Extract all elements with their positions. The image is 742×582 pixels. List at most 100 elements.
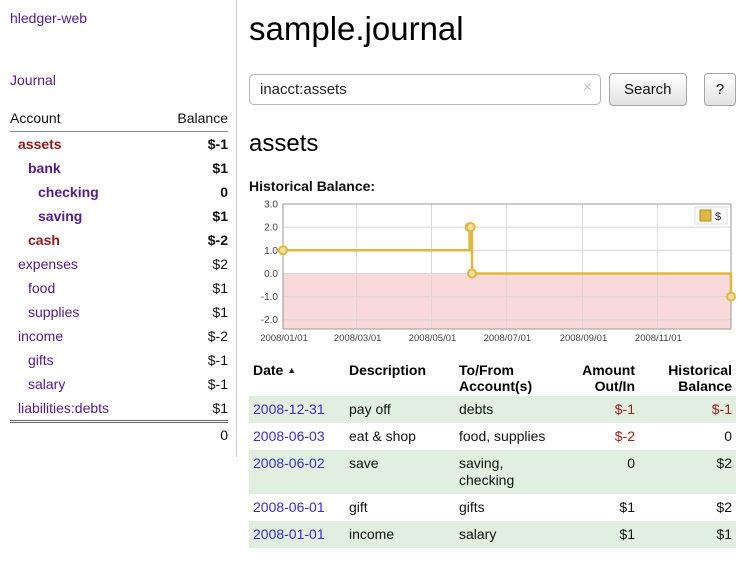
accounts-header-row: Account Balance: [10, 108, 228, 132]
transaction-accounts: saving, checking: [459, 455, 515, 488]
app-title-link[interactable]: hledger-web: [10, 10, 88, 26]
transaction-date-link[interactable]: 2008-06-01: [253, 499, 325, 515]
account-balance: $-1: [207, 376, 228, 392]
transaction-amount: $1: [619, 499, 635, 515]
svg-text:2008/11/01: 2008/11/01: [635, 333, 682, 344]
transaction-balance: $2: [716, 455, 732, 471]
svg-text:$: $: [715, 211, 721, 223]
transaction-amount: $-1: [614, 401, 635, 417]
transaction-description: gift: [349, 499, 368, 515]
svg-text:1.0: 1.0: [264, 246, 278, 257]
account-row: cash $-2: [10, 228, 228, 252]
account-link[interactable]: gifts: [28, 352, 54, 368]
account-link[interactable]: expenses: [18, 256, 78, 272]
register-header-row: Date ▲ Description To/From Account(s) Am…: [249, 360, 736, 396]
register-row: 2008-12-31 pay off debts $-1 $-1: [249, 396, 736, 423]
transaction-balance: $-1: [711, 401, 732, 417]
account-heading: assets: [249, 130, 319, 157]
account-name-cell: supplies: [10, 300, 154, 324]
register-table: Date ▲ Description To/From Account(s) Am…: [249, 360, 736, 548]
account-balance: $1: [212, 160, 228, 176]
transaction-date-link[interactable]: 2008-01-01: [253, 526, 325, 542]
transaction-balance: 0: [724, 428, 732, 444]
register-row: 2008-01-01 income salary $1 $1: [249, 521, 736, 548]
account-link[interactable]: saving: [38, 208, 83, 224]
page-title: sample.journal: [249, 10, 464, 47]
account-name-cell: saving: [10, 204, 154, 228]
transaction-accounts: food, supplies: [459, 428, 546, 444]
accounts-table: Account Balance assets $-1 bank $1 checking 0…: [10, 108, 228, 447]
sort-ascending-icon: ▲: [287, 365, 297, 375]
svg-text:0.0: 0.0: [264, 269, 278, 280]
account-balance: $-2: [207, 328, 228, 344]
account-link[interactable]: supplies: [28, 304, 80, 320]
svg-text:2008/07/01: 2008/07/01: [484, 333, 532, 344]
account-name-cell: income: [10, 324, 154, 348]
register-row: 2008-06-03 eat & shop food, supplies $-2 0: [249, 423, 736, 450]
transaction-date-cell: 2008-06-03: [249, 423, 345, 450]
sidebar: hledger-web Journal Account Balance asse…: [0, 0, 237, 457]
account-balance: $2: [212, 256, 228, 272]
account-balance: $-1: [207, 136, 228, 152]
search-button[interactable]: Search: [609, 73, 687, 106]
transaction-date-link[interactable]: 2008-06-03: [253, 428, 325, 444]
account-row: saving $1: [10, 204, 228, 228]
account-link[interactable]: assets: [18, 136, 62, 152]
account-link[interactable]: cash: [28, 232, 60, 248]
svg-text:-1.0: -1.0: [261, 292, 279, 303]
accounts-header-balance: Balance: [154, 108, 228, 132]
register-header-date-label: Date: [253, 362, 284, 378]
account-row: liabilities:debts $1: [10, 396, 228, 422]
account-link[interactable]: checking: [38, 184, 99, 200]
account-link[interactable]: food: [28, 280, 56, 296]
svg-text:2008/09/01: 2008/09/01: [560, 333, 608, 344]
account-name-cell: assets: [10, 132, 154, 157]
account-balance: $1: [212, 400, 228, 416]
help-button[interactable]: ?: [704, 73, 736, 106]
account-name-cell: cash: [10, 228, 154, 252]
register-row: 2008-06-01 gift gifts $1 $2: [249, 494, 736, 521]
account-row: checking 0: [10, 180, 228, 204]
transaction-amount: $-2: [614, 428, 635, 444]
search-input[interactable]: [249, 74, 601, 105]
transaction-accounts: debts: [459, 401, 494, 417]
transaction-amount: 0: [627, 455, 635, 471]
transaction-description: income: [349, 526, 395, 542]
register-header-balance: Historical Balance: [668, 362, 732, 394]
transaction-description: eat & shop: [349, 428, 416, 444]
account-balance: $-2: [207, 232, 228, 248]
accounts-total: 0: [10, 420, 228, 447]
accounts-total-row: 0: [10, 420, 228, 447]
account-link[interactable]: liabilities:debts: [18, 400, 110, 416]
account-link[interactable]: bank: [28, 160, 61, 176]
transaction-date-link[interactable]: 2008-06-02: [253, 455, 325, 471]
transaction-description: pay off: [349, 401, 391, 417]
account-row: salary $-1: [10, 372, 228, 396]
sidebar-item-journal[interactable]: Journal: [10, 72, 56, 88]
account-link[interactable]: income: [18, 328, 64, 344]
account-balance: $1: [212, 208, 228, 224]
transaction-date-link[interactable]: 2008-12-31: [253, 401, 325, 417]
chart-title: Historical Balance:: [249, 178, 376, 194]
register-row: 2008-06-02 save saving, checking 0 $2: [249, 450, 736, 494]
account-link[interactable]: salary: [28, 376, 66, 392]
register-header-accounts: To/From Account(s): [459, 362, 533, 394]
account-name-cell: checking: [10, 180, 154, 204]
svg-text:2.0: 2.0: [264, 223, 278, 234]
account-row: income $-2: [10, 324, 228, 348]
register-header-date[interactable]: Date ▲: [249, 360, 345, 396]
transaction-balance: $2: [716, 499, 732, 515]
search-bar: × Search ?: [249, 73, 736, 106]
account-row: assets $-1: [10, 132, 228, 157]
transaction-balance: $1: [716, 526, 732, 542]
clear-search-icon[interactable]: ×: [582, 79, 592, 96]
account-name-cell: food: [10, 276, 154, 300]
transaction-date-cell: 2008-06-01: [249, 494, 345, 521]
svg-text:2008/01/01: 2008/01/01: [260, 333, 308, 344]
account-name-cell: liabilities:debts: [10, 396, 154, 422]
account-balance: 0: [220, 184, 228, 200]
account-name-cell: expenses: [10, 252, 154, 276]
transaction-amount: $1: [619, 526, 635, 542]
account-balance: $-1: [207, 352, 228, 368]
